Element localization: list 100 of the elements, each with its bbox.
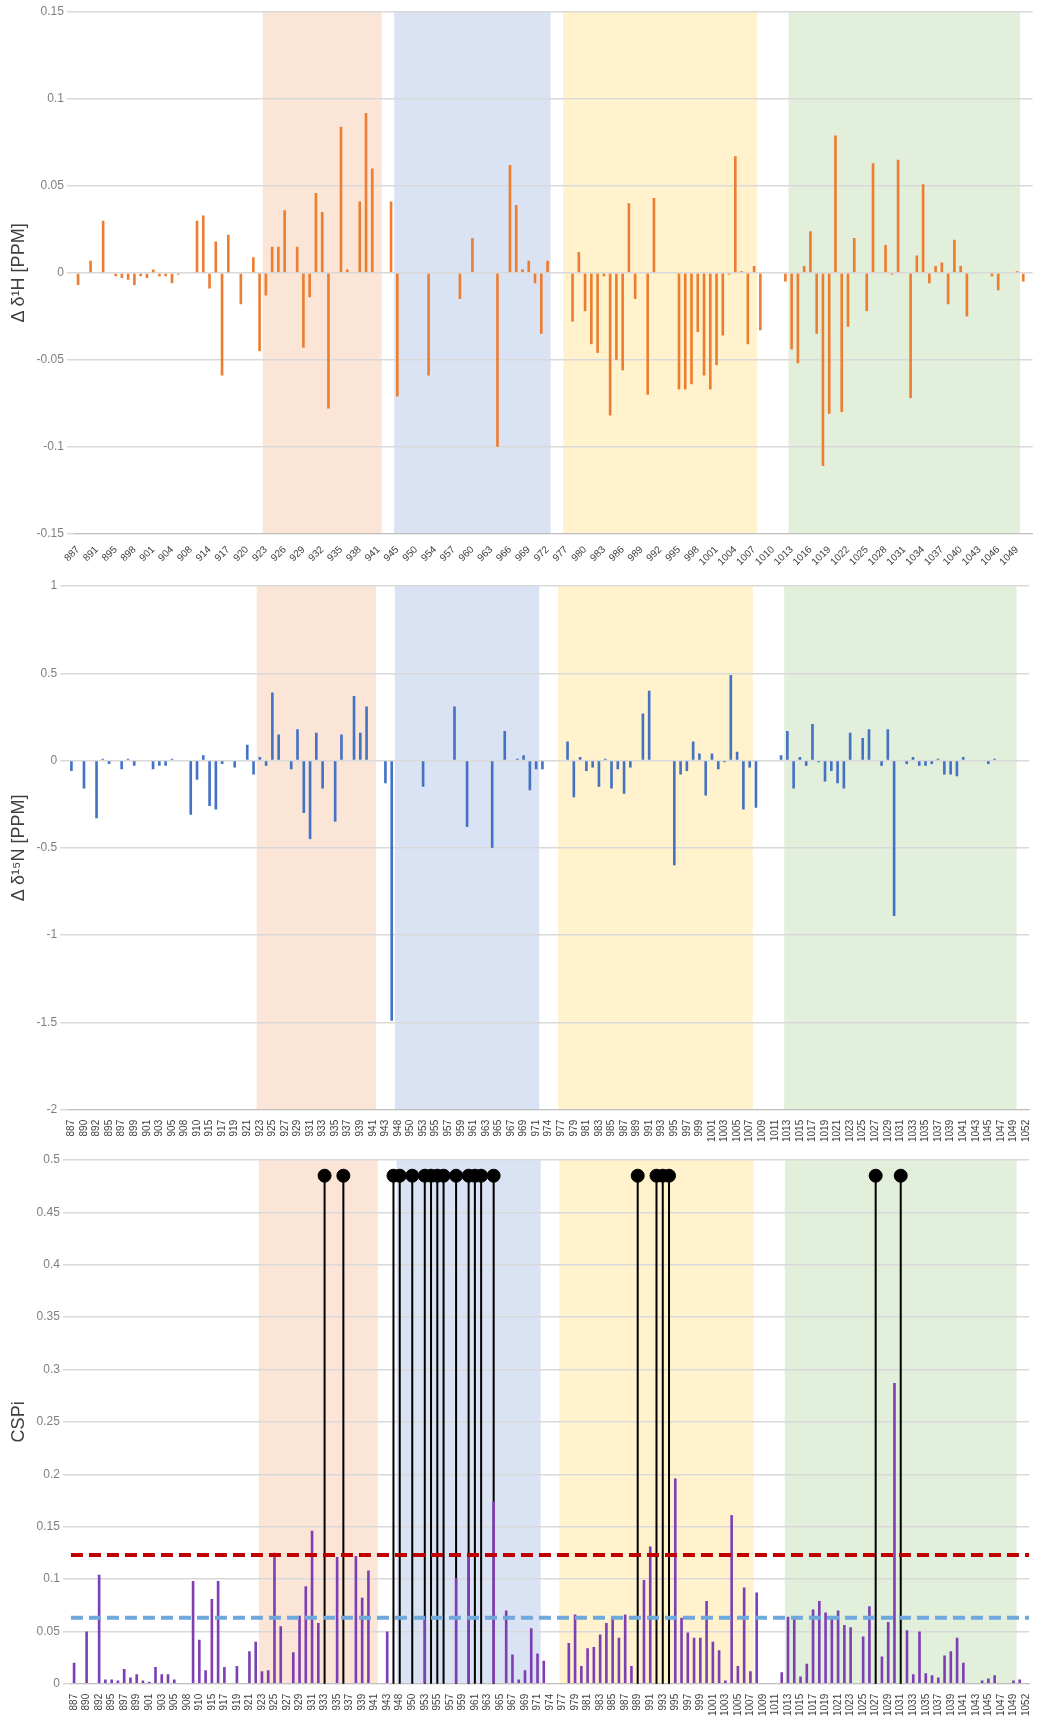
bar [571,273,574,322]
bar [453,706,456,760]
bar [868,1606,871,1683]
bar [529,1628,533,1683]
bar [629,761,632,768]
bar [591,761,594,768]
x-tick-label: 915 [203,1119,215,1137]
x-tick-label: 923 [255,1693,267,1711]
x-tick-label: 969 [517,1119,529,1137]
x-tick-label: 1039 [944,1119,956,1142]
bar [780,1672,784,1683]
x-tick-label: 1047 [994,1693,1006,1716]
y-tick-label: 0 [50,752,58,767]
bar [959,265,962,273]
bar [289,761,293,770]
bar [987,1678,990,1683]
x-tick-label: 967 [504,1119,516,1137]
bar [824,1612,827,1683]
x-tick-label: 1017 [806,1693,818,1716]
x-tick-label: 939 [354,1119,366,1137]
bar [252,761,255,775]
bar [730,1515,733,1683]
y-tick-label: 0.2 [43,1466,61,1481]
x-tick-label: 1045 [982,1693,994,1716]
x-tick-label: 895 [102,1119,114,1137]
x-tick-label: 1037 [932,1693,944,1716]
x-tick-label: 925 [266,1119,278,1137]
x-tick-label: 969 [512,543,533,564]
bar [686,1632,690,1683]
x-tick-label: 941 [362,543,383,564]
bar [716,761,720,770]
bar [704,761,708,796]
y-tick-label: 0.45 [36,1204,61,1219]
x-tick-label: 991 [643,1693,655,1711]
x-tick-label: 1013 [781,1693,793,1716]
x-tick-label: 981 [580,1119,592,1137]
y-tick-label: 0.35 [36,1309,61,1324]
x-tick-label: 895 [105,1693,117,1711]
bar [291,1652,295,1683]
x-tick-label: 903 [153,1119,165,1137]
y-tick-label: 0.15 [36,1518,61,1533]
bar [918,1631,921,1683]
bar [590,273,593,345]
x-tick-label: 1005 [730,1119,742,1142]
x-tick-label: 1045 [982,1119,994,1142]
y-tick-label: -0.1 [43,439,65,454]
bar [905,761,908,765]
x-tick-label: 1019 [819,1693,831,1716]
x-tick-label: 929 [291,1119,303,1137]
bar [699,1637,702,1683]
x-tick-label: 963 [481,1693,493,1711]
x-tick-label: 919 [230,1693,242,1711]
bar [254,1641,258,1683]
bar [214,241,218,273]
bar [370,168,374,273]
bar [1021,273,1025,282]
y-axis-title: Δ δ¹H [PPM] [7,223,28,323]
x-tick-label: 961 [467,1119,479,1137]
x-tick-label: 897 [115,1119,127,1137]
x-tick-label: 1023 [843,1119,855,1142]
bar [223,1666,226,1683]
x-tick-label: 963 [479,1119,491,1137]
bar [514,205,518,273]
bar [734,156,737,273]
x-tick-label: 891 [80,543,101,564]
bar [962,1662,965,1683]
bar [333,761,337,822]
x-tick-label: 1049 [1007,1119,1019,1142]
x-tick-label: 1035 [919,1119,931,1142]
bar [880,761,883,766]
x-tick-label: 1037 [931,1119,943,1142]
x-tick-label: 923 [253,1119,265,1137]
x-tick-label: 985 [605,1119,617,1137]
bar [423,1617,427,1683]
bar [317,1623,320,1683]
bar [258,273,261,352]
y-tick-label: 1 [50,578,58,593]
y-tick-label: 0 [57,265,65,280]
x-tick-label: 932 [305,543,326,564]
x-tick-label: 999 [693,1119,705,1137]
x-tick-label: 910 [190,1119,202,1137]
x-tick-label: 1049 [1007,1693,1019,1716]
x-tick-label: 992 [643,543,664,564]
bar [95,761,98,819]
x-tick-label: 901 [142,1693,154,1711]
x-tick-label: 983 [592,1119,604,1137]
x-tick-label: 1007 [744,1693,756,1716]
x-tick-label: 972 [531,543,552,564]
x-tick-label: 905 [165,1119,177,1137]
x-tick-label: 1033 [907,1693,918,1716]
bar [208,761,211,806]
x-tick-label: 950 [406,1693,418,1711]
x-tick-label: 999 [694,1693,706,1711]
bar [884,245,887,273]
bar [953,239,956,273]
bar [85,1631,88,1683]
bar [792,761,795,789]
x-tick-label: 974 [542,1119,554,1137]
bar [527,260,531,273]
bar [204,1670,207,1683]
